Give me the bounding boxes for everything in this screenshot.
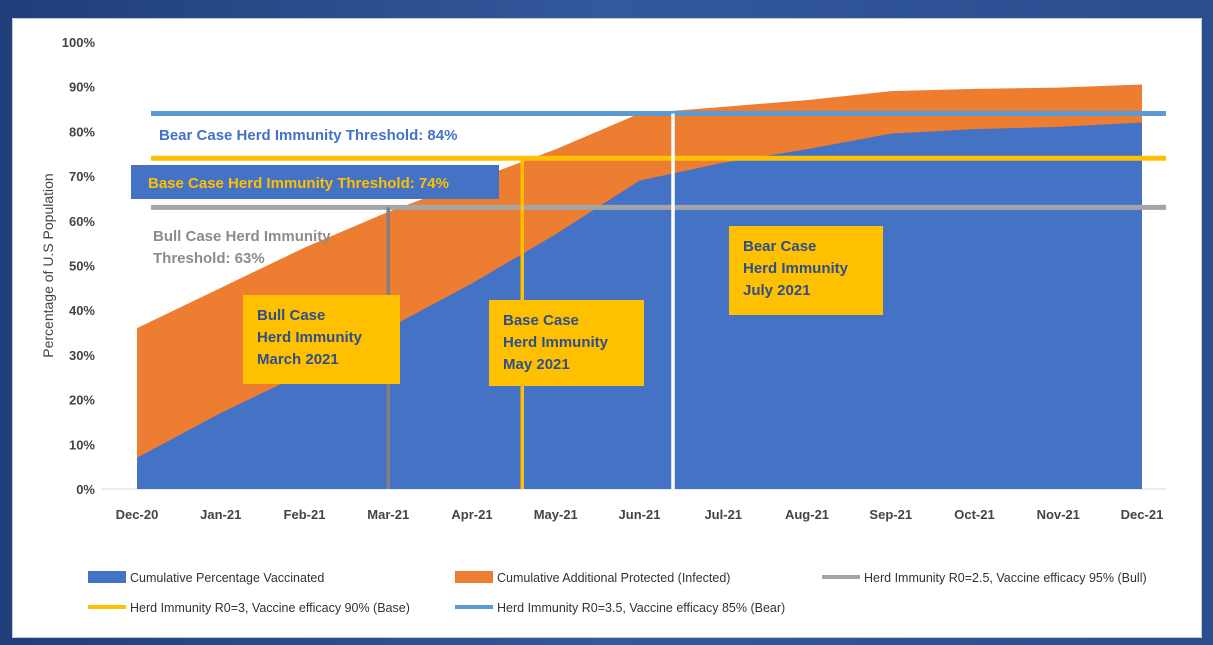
callout-text: July 2021 — [743, 282, 811, 299]
x-tick-label: Aug-21 — [785, 507, 829, 522]
callout-text: May 2021 — [503, 356, 570, 373]
bull-threshold-label: Bull Case Herd Immunity — [153, 228, 331, 245]
x-tick-label: May-21 — [534, 507, 578, 522]
y-tick-label: 30% — [69, 348, 95, 363]
callout-text: Bull Case — [257, 307, 325, 324]
x-tick-label: Sep-21 — [869, 507, 912, 522]
legend-swatch — [88, 571, 126, 583]
x-tick-label: Mar-21 — [367, 507, 409, 522]
callout-text: Herd Immunity — [503, 334, 609, 351]
x-tick-label: Apr-21 — [451, 507, 492, 522]
x-tick-label: Jul-21 — [704, 507, 742, 522]
x-tick-label: Dec-20 — [116, 507, 159, 522]
y-tick-label: 90% — [69, 80, 95, 95]
legend-label: Herd Immunity R0=3, Vaccine efficacy 90%… — [130, 601, 410, 615]
area-chart: 0% 10% 20% 30% 40% 50% 60% 70% 80% 90% 100% Percent… — [40, 35, 1166, 615]
legend-label: Cumulative Percentage Vaccinated — [130, 571, 324, 585]
callout-box — [243, 295, 400, 384]
y-tick-label: 60% — [69, 214, 95, 229]
legend-label: Herd Immunity R0=2.5, Vaccine efficacy 9… — [864, 571, 1147, 585]
y-tick-label: 20% — [69, 393, 95, 408]
x-tick-label: Oct-21 — [954, 507, 994, 522]
y-tick-label: 80% — [69, 124, 95, 139]
bull-threshold-label: Threshold: 63% — [153, 250, 265, 267]
x-tick-label: Feb-21 — [284, 507, 326, 522]
callout-box — [489, 300, 644, 386]
legend-label: Herd Immunity R0=3.5, Vaccine efficacy 8… — [497, 601, 785, 615]
callout-text: Bear Case — [743, 238, 816, 255]
legend-label: Cumulative Additional Protected (Infecte… — [497, 571, 730, 585]
callout-box — [729, 226, 883, 315]
callout-text: Herd Immunity — [257, 329, 363, 346]
callout-text: March 2021 — [257, 351, 339, 368]
x-tick-label: Jun-21 — [619, 507, 661, 522]
y-tick-label: 100% — [62, 35, 96, 50]
base-threshold-label: Base Case Herd Immunity Threshold: 74% — [148, 175, 449, 192]
y-tick-label: 0% — [76, 482, 95, 497]
y-axis-label: Percentage of U.S Population — [40, 173, 56, 357]
x-tick-label: Jan-21 — [200, 507, 241, 522]
x-tick-label: Nov-21 — [1037, 507, 1080, 522]
y-tick-label: 10% — [69, 437, 95, 452]
x-tick-label: Dec-21 — [1121, 507, 1164, 522]
callout-text: Herd Immunity — [743, 260, 849, 277]
base-threshold-label-box — [131, 165, 499, 199]
bear-threshold-label: Bear Case Herd Immunity Threshold: 84% — [159, 127, 457, 144]
y-tick-label: 50% — [69, 259, 95, 274]
legend-swatch — [455, 571, 493, 583]
chart-card: 0% 10% 20% 30% 40% 50% 60% 70% 80% 90% 100% Percent… — [12, 18, 1202, 638]
y-tick-label: 40% — [69, 303, 95, 318]
callout-text: Base Case — [503, 312, 579, 329]
y-tick-label: 70% — [69, 169, 95, 184]
